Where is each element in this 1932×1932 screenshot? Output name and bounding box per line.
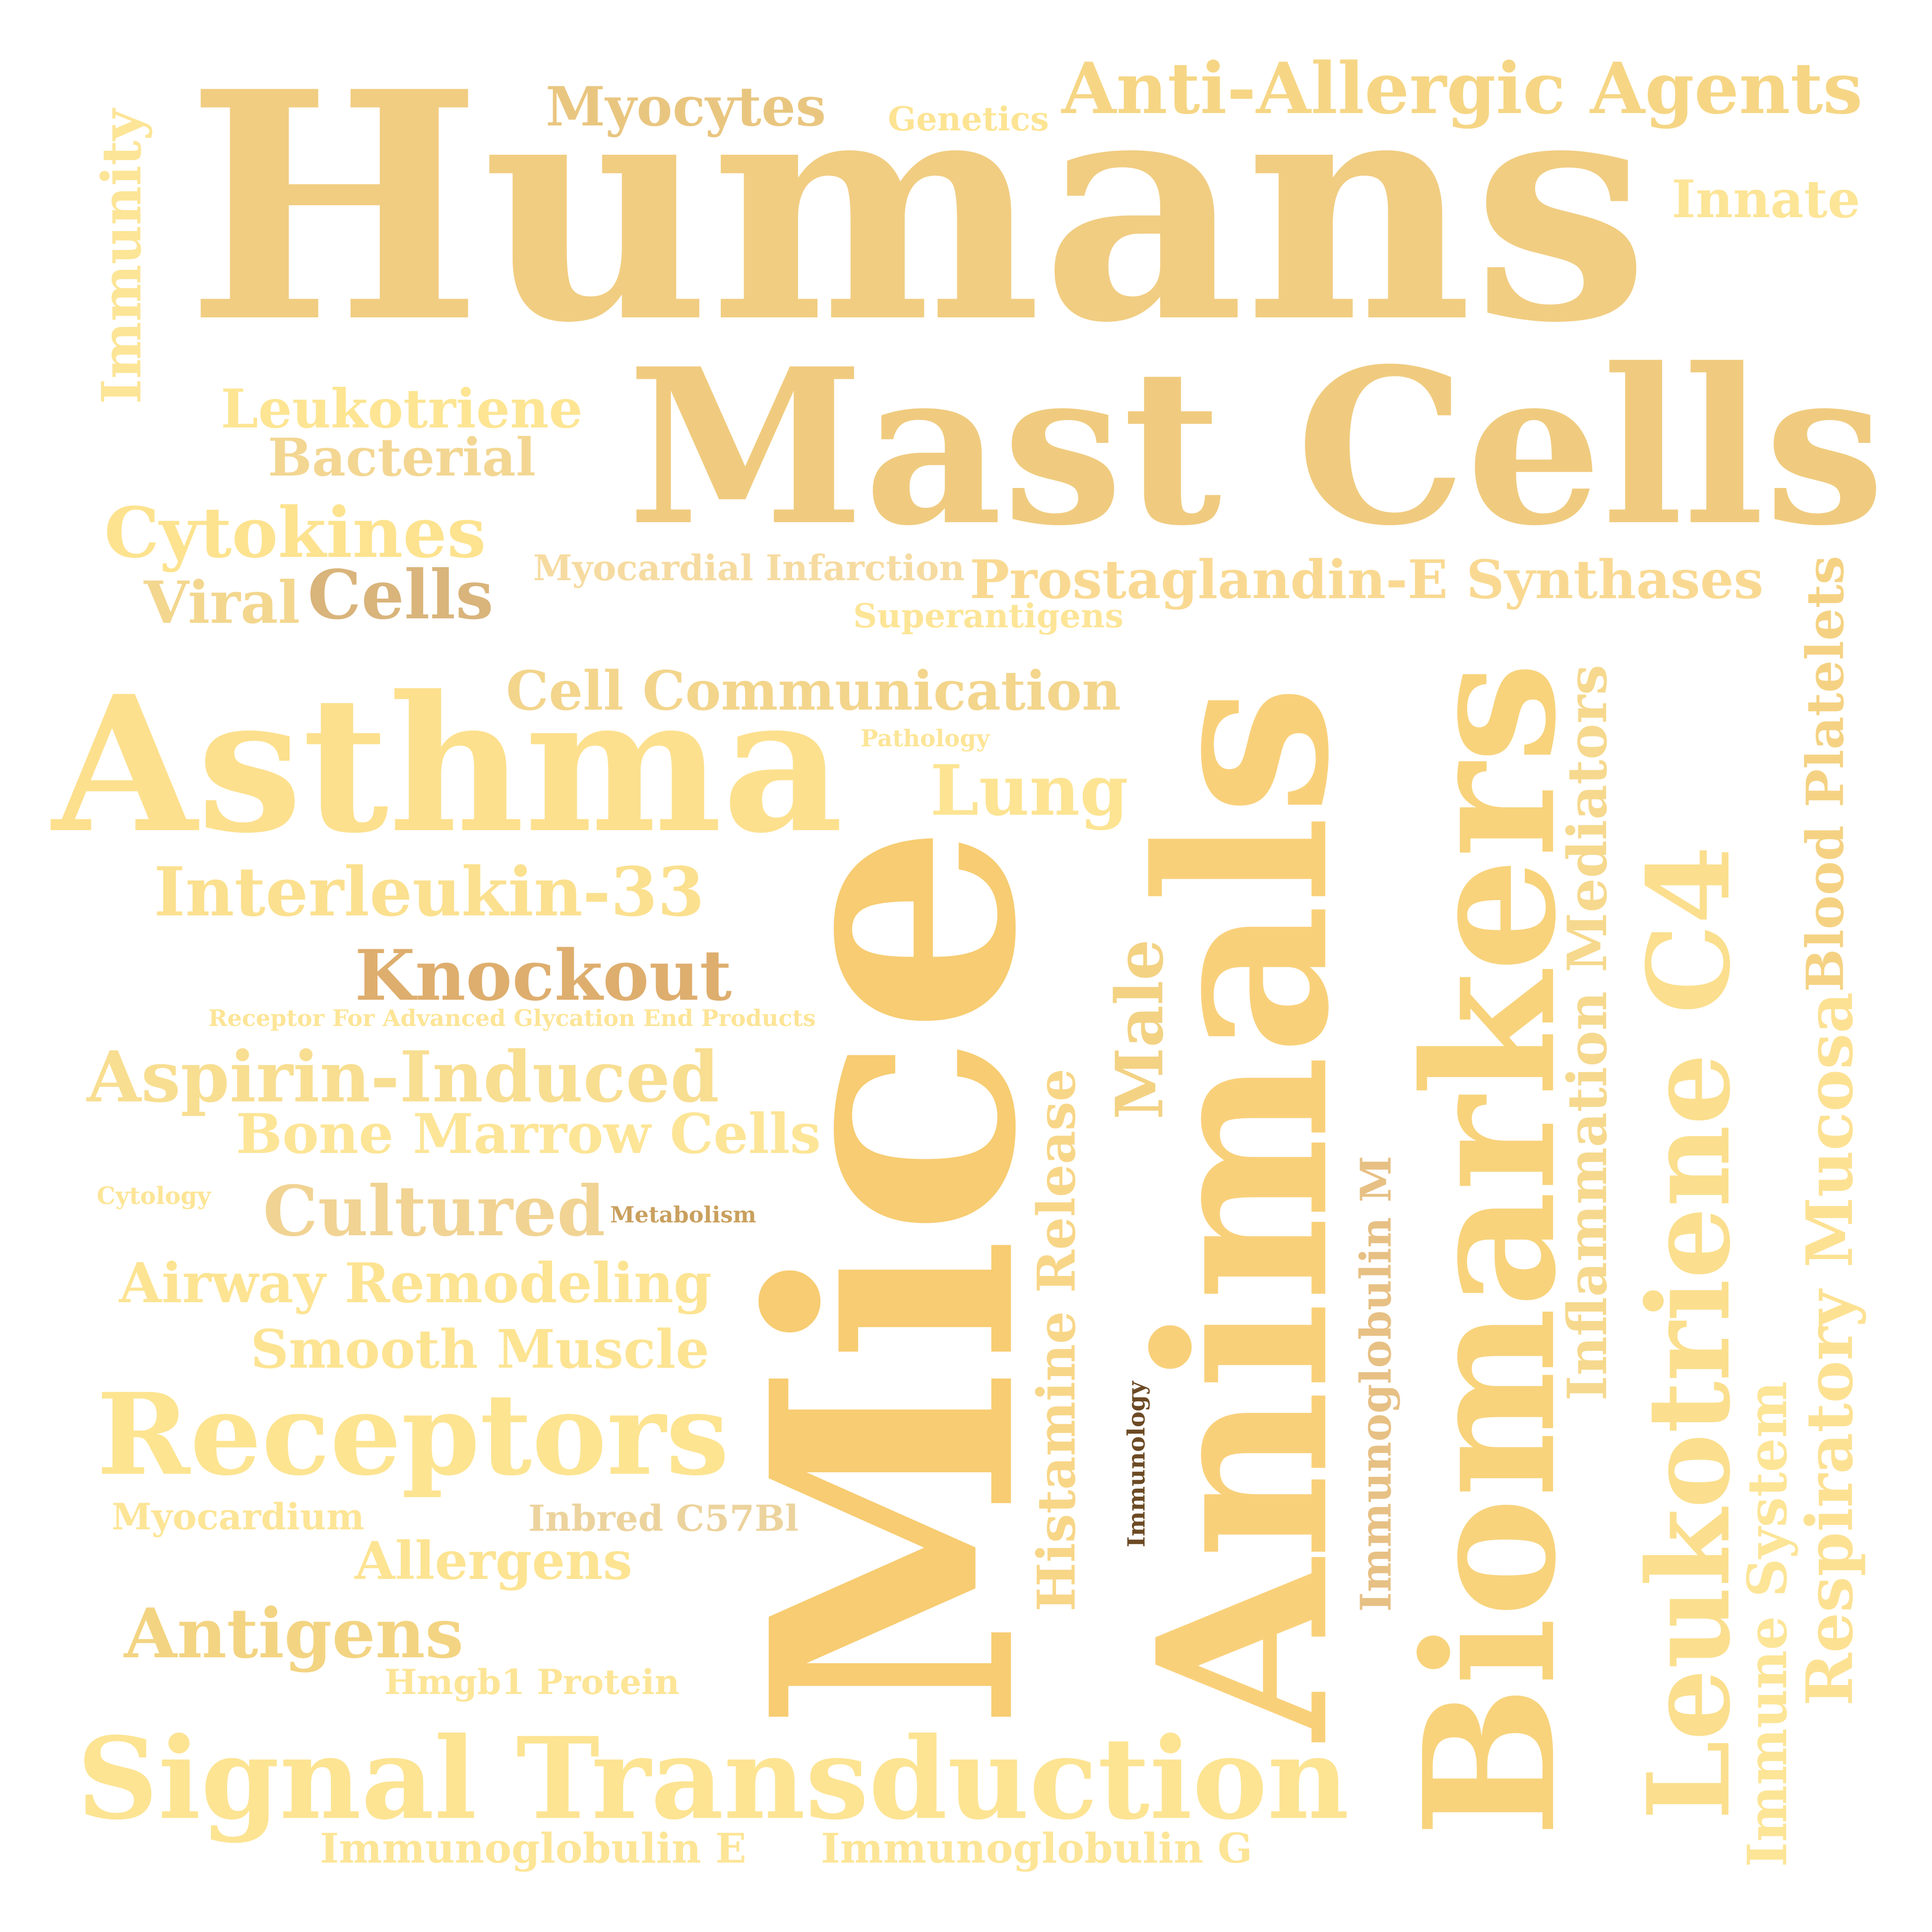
word-airway-remodeling: Airway Remodeling <box>119 1251 712 1316</box>
word-cytology: Cytology <box>97 1182 211 1210</box>
word-cells: Cells <box>308 555 494 635</box>
word-cultured: Cultured <box>263 1170 606 1252</box>
word-mice: Mice <box>698 823 1089 1731</box>
word-humans: Humans <box>186 24 1649 392</box>
word-receptors: Receptors <box>97 1368 730 1501</box>
word-myocardial-infarction: Myocardial Infarction <box>533 546 965 589</box>
word-cytokines: Cytokines <box>104 492 486 573</box>
word-myocytes: Myocytes <box>546 74 826 138</box>
word-inbred-c57bl: Inbred C57Bl <box>528 1497 799 1540</box>
word-blood-platelets: Blood Platelets <box>1795 555 1856 992</box>
word-inflammation-mediators: Inflammation Mediators <box>1555 664 1619 1401</box>
word-antigens: Antigens <box>124 1594 464 1674</box>
word-superantigens: Superantigens <box>853 596 1124 635</box>
word-lung: Lung <box>930 750 1128 832</box>
word-immunoglobulin-e: Immunoglobulin E <box>320 1824 747 1872</box>
word-pathology: Pathology <box>861 724 990 752</box>
word-immunoglobulin-m: Immunoglobulin M <box>1351 1155 1401 1612</box>
word-leukotriene-c4: Leukotriene C4 <box>1622 845 1755 1820</box>
word-metabolism: Metabolism <box>610 1201 756 1228</box>
word-biomarkers: Biomarkers <box>1385 662 1596 1838</box>
word-aspirin-induced: Aspirin-Induced <box>87 1036 719 1118</box>
word-genetics: Genetics <box>888 99 1049 138</box>
word-immune-system: Immune System <box>1735 1381 1799 1868</box>
word-allergens: Allergens <box>355 1530 632 1591</box>
word-myocardium: Myocardium <box>112 1496 365 1538</box>
word-cell-communication: Cell Communication <box>506 659 1121 723</box>
word-prostaglandin: Prostaglandin-E Synthases <box>970 549 1764 611</box>
word-leukotriene: Leukotriene <box>221 377 583 440</box>
word-viral: Viral <box>144 568 300 637</box>
word-interleukin-33: Interleukin-33 <box>154 852 705 932</box>
word-mast-cells: Mast Cells <box>627 321 1885 573</box>
word-anti-allergic-agents: Anti-Allergic Agents <box>1061 46 1863 130</box>
word-asthma: Asthma <box>52 655 844 874</box>
word-respiratory-mucosa: Respiratory Mucosa <box>1792 991 1868 1706</box>
word-immunology: Immunology <box>1122 1381 1151 1547</box>
word-bacterial: Bacterial <box>268 426 536 488</box>
word-signal-transduction: Signal Transduction <box>77 1713 1349 1845</box>
word-immunoglobulin-g: Immunoglobulin G <box>821 1824 1252 1872</box>
word-histamine-release: Histamine Release <box>1025 1068 1087 1612</box>
word-smooth-muscle: Smooth Muscle <box>250 1319 710 1381</box>
word-bone-marrow-cells: Bone Marrow Cells <box>236 1102 821 1166</box>
word-receptor-age: Receptor For Advanced Glycation End Prod… <box>208 1004 816 1031</box>
word-innate: Innate <box>1672 169 1861 230</box>
word-immunity: Immunity <box>89 109 153 404</box>
word-male: Male <box>1101 939 1178 1119</box>
word-knockout: Knockout <box>355 934 732 1017</box>
word-hmgb1-protein: Hmgb1 Protein <box>384 1662 680 1702</box>
word-animals: Animals <box>1106 684 1380 1741</box>
